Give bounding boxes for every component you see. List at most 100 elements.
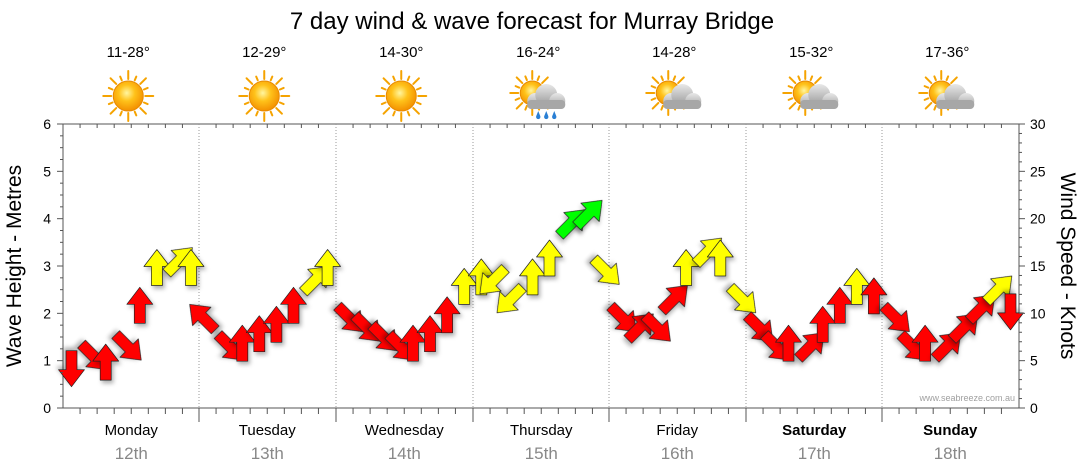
sun-ray: [139, 107, 147, 115]
day-date-label: 18th: [934, 444, 967, 463]
wind-arrow-shape: [536, 239, 563, 277]
right-axis: 0 5 10 15 20 25 30: [1019, 116, 1046, 416]
day-date-label: 15th: [525, 444, 558, 463]
sun-ray: [139, 77, 147, 85]
sun-ray: [243, 86, 250, 91]
wind-arrow-shape: [997, 293, 1024, 331]
sun-ray: [382, 107, 391, 115]
day-name-label: Friday: [656, 422, 698, 439]
wind-arrow-shape: [589, 254, 620, 285]
sun-ray: [660, 75, 664, 82]
wind-arrow-shape: [299, 266, 330, 297]
sun-ray: [797, 104, 801, 111]
sun-ray: [950, 76, 958, 85]
sun-ray: [119, 110, 123, 117]
sun-ray: [787, 85, 794, 89]
temperature-label: 17-36°: [925, 44, 969, 61]
sun-ray: [933, 104, 937, 111]
temperature-label: 16-24°: [516, 44, 560, 61]
cloud-shape: [936, 84, 975, 109]
temperature-row: 11-28° 12-29° 14-30° 16-24° 14-28° 15-32° 17-3…: [107, 44, 970, 61]
wind-arrow: [536, 239, 563, 277]
wind-arrow-shape: [860, 277, 888, 315]
day-date-label: 16th: [661, 444, 694, 463]
right-tick-label: 10: [1030, 305, 1046, 321]
wind-arrow-shape: [725, 283, 757, 314]
cloud-shape: [663, 84, 702, 109]
sunny-icon: [238, 70, 291, 122]
sun-ray: [278, 101, 285, 106]
day-name-label: Thursday: [510, 422, 573, 439]
sunny-icon: [375, 70, 428, 122]
sun-ray: [255, 110, 259, 117]
wind-arrow: [479, 264, 510, 295]
wind-arrow: [860, 277, 888, 315]
sun-disc: [112, 80, 144, 112]
credit-label: www.seabreeze.com.au: [918, 393, 1015, 403]
wind-arrow-shape: [496, 283, 527, 314]
day-name-label: Sunday: [923, 422, 978, 439]
wind-arrow: [92, 343, 120, 381]
raindrop: [552, 111, 557, 120]
day-date-label: 12th: [115, 444, 148, 463]
right-axis-label: Wind Speed - Knots: [1056, 173, 1079, 360]
left-tick-label: 2: [43, 305, 51, 321]
showers-icon: [509, 70, 566, 120]
wind-arrow: [657, 285, 688, 316]
sun-ray: [541, 76, 549, 85]
wind-arrow: [911, 324, 939, 362]
sun-ray: [380, 86, 387, 91]
sun-ray: [245, 107, 254, 115]
wind-arrow: [177, 249, 205, 286]
partly-cloudy-icon: [782, 70, 839, 116]
sun-ray: [133, 110, 138, 117]
wind-arrow-shape: [640, 311, 671, 342]
sun-ray: [788, 76, 797, 85]
wind-arrow-shape: [111, 330, 142, 361]
wind-arrow-shape: [433, 296, 461, 334]
wind-arrow-shape: [314, 249, 341, 286]
wind-arrow: [606, 301, 637, 333]
sun-ray: [809, 75, 814, 82]
sun-ray: [380, 101, 387, 106]
sun-ray: [243, 101, 250, 106]
chart-title: 7 day wind & wave forecast for Murray Br…: [290, 8, 774, 35]
sun-ray: [406, 110, 411, 117]
day-name-label: Wednesday: [365, 422, 444, 439]
wind-arrow-shape: [479, 264, 510, 295]
left-axis-label: Wave Height - Metres: [3, 165, 26, 367]
wind-arrow: [111, 330, 142, 361]
wind-arrow: [725, 283, 757, 314]
sun-ray: [107, 86, 114, 91]
sun-ray: [651, 76, 660, 85]
weather-icon-row: [102, 70, 975, 122]
day-name-label: Saturday: [782, 422, 847, 439]
wind-arrows: [58, 199, 1024, 388]
wind-arrow-shape: [416, 315, 444, 353]
wind-arrow: [189, 304, 220, 335]
wind-arrow: [280, 286, 307, 324]
cloud-shape: [527, 84, 566, 109]
day-date-label: 17th: [798, 444, 831, 463]
wind-arrow-shape: [92, 343, 120, 381]
cloud-base: [527, 100, 566, 109]
temperature-label: 11-28°: [107, 44, 150, 61]
wind-arrow: [672, 249, 700, 286]
wind-arrow: [589, 254, 620, 285]
wind-arrow-shape: [794, 332, 825, 363]
sun-ray: [924, 101, 933, 110]
sun-ray: [109, 77, 118, 85]
sun-ray: [392, 110, 396, 117]
sun-ray: [677, 76, 685, 85]
left-tick-label: 3: [43, 258, 51, 274]
sun-ray: [787, 97, 794, 101]
temperature-label: 15-32°: [789, 44, 833, 61]
sun-ray: [923, 97, 930, 101]
sun-ray: [524, 75, 528, 82]
partly-cloudy-icon: [645, 70, 702, 116]
sun-ray: [514, 97, 521, 101]
sun-ray: [269, 75, 274, 82]
wind-arrow-shape: [672, 249, 700, 286]
wind-arrow-shape: [263, 305, 290, 343]
sun-ray: [412, 77, 420, 85]
